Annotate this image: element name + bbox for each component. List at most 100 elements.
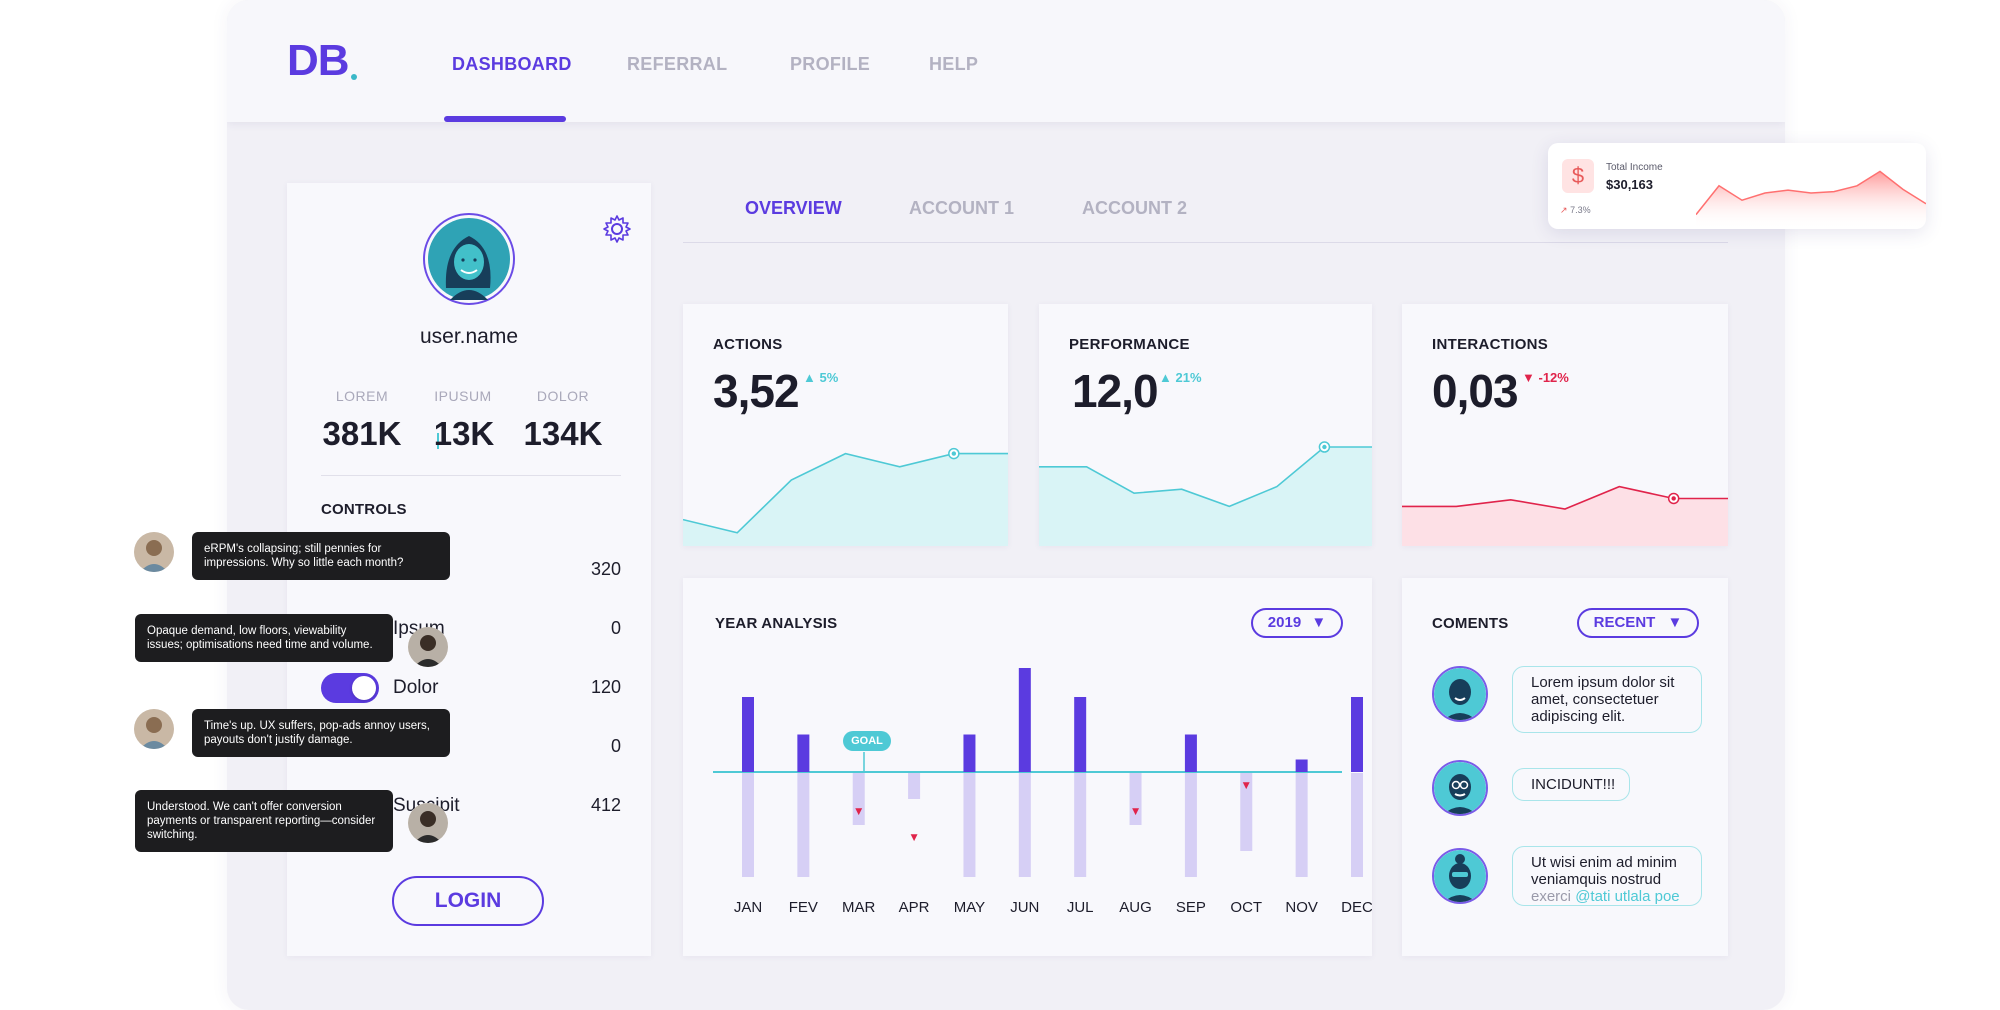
tabs-divider	[683, 242, 1728, 243]
bar-above-goal	[1074, 697, 1087, 772]
month-label: OCT	[1230, 899, 1262, 916]
settings-gear-icon[interactable]	[601, 213, 633, 245]
month-label: APR	[899, 899, 930, 916]
login-button[interactable]: LOGIN	[392, 876, 544, 926]
avatar-woman-icon	[428, 218, 510, 300]
avatar-man-glasses-icon	[1434, 762, 1486, 814]
comment-text-tail: exerci	[1531, 888, 1572, 905]
total-income-card[interactable]: $ Total Income $30,163 ↗ 7.3%	[1548, 143, 1926, 229]
bar-below-goal	[1295, 773, 1308, 877]
controls-title: CONTROLS	[321, 501, 407, 518]
sparkline-line	[1039, 446, 1372, 508]
bar-below-goal	[742, 773, 754, 877]
control-value: 320	[590, 559, 621, 579]
year-select-value: 2019	[1267, 614, 1302, 631]
bar-below-goal	[963, 773, 976, 877]
bar-above-goal	[742, 697, 754, 772]
dropdown-arrow-icon: ▼	[1667, 614, 1683, 631]
month-label: JUN	[1010, 899, 1039, 916]
comment-bubble: Ut wisi enim ad minim veniamquis nostrud…	[1512, 846, 1702, 906]
bar-above-goal	[1295, 759, 1308, 772]
chat-avatar-user	[134, 709, 174, 749]
metric-title: ACTIONS	[713, 336, 783, 353]
performance-sparkline	[1039, 441, 1372, 546]
year-analysis-title: YEAR ANALYSIS	[715, 615, 838, 632]
control-value: 412	[590, 795, 621, 815]
year-analysis-chart: JAN FEV ▼ MAR ▼ APR MAY JUN JUL ▼ AUG SEP ▼ OCT NOV DEC	[713, 668, 1372, 916]
metric-card-interactions: INTERACTIONS 0,03 ▼ -12%	[1402, 304, 1728, 546]
metric-value: 3,52	[713, 365, 800, 417]
control-row: 320	[321, 547, 621, 591]
bar-below-goal	[1129, 773, 1142, 825]
comments-filter-dropdown[interactable]: RECENT ▼	[1577, 608, 1699, 638]
month-label: JAN	[734, 899, 762, 916]
metric-delta: ▲ 5%	[803, 370, 839, 385]
year-select-dropdown[interactable]: 2019 ▼	[1251, 608, 1343, 638]
control-value: 0	[610, 618, 621, 638]
tab-overview[interactable]: OVERVIEW	[745, 198, 842, 218]
bar-below-goal	[1240, 773, 1253, 851]
nav-active-indicator	[444, 116, 566, 122]
comment-text: Ut wisi enim ad minim veniamquis nostrud	[1531, 854, 1677, 888]
income-label: Total Income	[1606, 162, 1663, 173]
delta-text: 21%	[1175, 370, 1202, 385]
stat-value-lorem: 381K	[322, 415, 402, 452]
commenter-avatar[interactable]	[1432, 760, 1488, 816]
comment-mention[interactable]: @tati utlala poe	[1575, 888, 1680, 905]
bar-below-goal	[908, 773, 921, 799]
nav-help[interactable]: HELP	[929, 54, 979, 74]
dolor-toggle[interactable]	[321, 673, 379, 703]
below-goal-marker: ▼	[1243, 781, 1250, 791]
bar-above-goal	[797, 734, 810, 772]
stat-label-ipusum: IPUSUM	[434, 388, 492, 404]
profile-avatar[interactable]	[423, 213, 515, 305]
sparkline-area	[1039, 447, 1372, 546]
top-navigation-bar: DB DASHBOARD REFERRAL PROFILE HELP	[227, 0, 1785, 122]
chat-avatar-support	[408, 627, 448, 667]
interactions-sparkline	[1402, 485, 1728, 546]
trend-up-icon: ↗	[1560, 205, 1568, 215]
commenter-avatar[interactable]	[1432, 666, 1488, 722]
metric-value: 0,03	[1432, 365, 1519, 417]
profile-divider	[321, 475, 621, 476]
nav-dashboard[interactable]: DASHBOARD	[452, 54, 572, 74]
bar-above-goal	[963, 734, 976, 772]
month-label: MAR	[842, 899, 876, 916]
support-avatar-icon	[408, 627, 448, 667]
dropdown-arrow-icon: ▼	[1311, 614, 1327, 631]
income-value: $30,163	[1606, 177, 1653, 192]
chat-message-user: eRPM's collapsing; still pennies for imp…	[192, 532, 450, 580]
chat-message-user: Time's up. UX suffers, pop-ads annoy use…	[192, 709, 450, 757]
stat-divider	[437, 433, 439, 449]
income-change-value: 7.3%	[1570, 205, 1591, 215]
chat-message-support: Understood. We can't offer conversion pa…	[135, 790, 393, 852]
commenter-avatar[interactable]	[1432, 848, 1488, 904]
brand-logo[interactable]: DB	[287, 36, 350, 85]
comments-title: COMENTS	[1432, 615, 1509, 632]
stat-value-ipusum: 13K	[433, 415, 495, 452]
chat-avatar-user	[134, 532, 174, 572]
below-goal-marker: ▼	[911, 833, 918, 843]
comment-bubble: INCIDUNT!!!	[1512, 768, 1630, 801]
control-label: Dolor	[393, 677, 439, 698]
support-avatar-icon	[408, 803, 448, 843]
sparkline-area	[1402, 486, 1728, 546]
month-label: FEV	[789, 899, 818, 916]
chat-avatar-support	[408, 803, 448, 843]
nav-profile[interactable]: PROFILE	[790, 54, 871, 74]
bar-below-goal	[1018, 773, 1031, 877]
bar-above-goal	[1018, 668, 1031, 772]
metric-title: INTERACTIONS	[1432, 336, 1549, 353]
month-label: JUL	[1067, 899, 1094, 916]
goal-label: GOAL	[843, 731, 891, 751]
bar-below-goal	[797, 773, 810, 877]
stat-label-dolor: DOLOR	[536, 388, 590, 404]
comments-panel: COMENTS RECENT ▼ Lorem ipsum dolor sit a…	[1402, 578, 1728, 956]
metric-title: PERFORMANCE	[1069, 336, 1190, 353]
nav-referral[interactable]: REFERRAL	[627, 54, 728, 74]
tab-account-2[interactable]: ACCOUNT 2	[1082, 198, 1188, 218]
tab-account-1[interactable]: ACCOUNT 1	[909, 198, 1015, 218]
sparkline-area	[683, 453, 1008, 546]
metric-delta: ▲ 21%	[1159, 370, 1202, 385]
month-label: DEC	[1341, 899, 1372, 916]
